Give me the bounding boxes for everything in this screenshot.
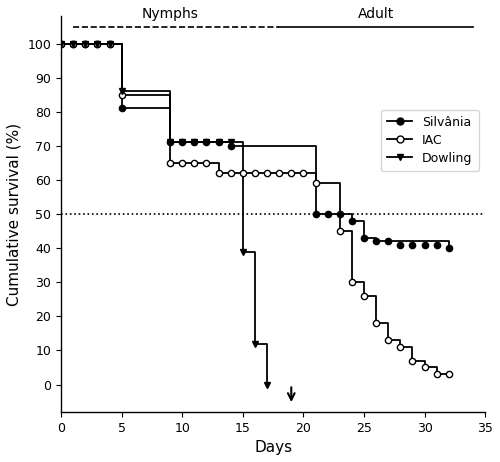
Text: Nymphs: Nymphs [142,7,199,21]
Legend: Silvânia, IAC, Dowling: Silvânia, IAC, Dowling [381,109,479,171]
X-axis label: Days: Days [254,440,292,455]
Text: Adult: Adult [358,7,394,21]
Y-axis label: Cumulative survival (%): Cumulative survival (%) [7,122,22,306]
